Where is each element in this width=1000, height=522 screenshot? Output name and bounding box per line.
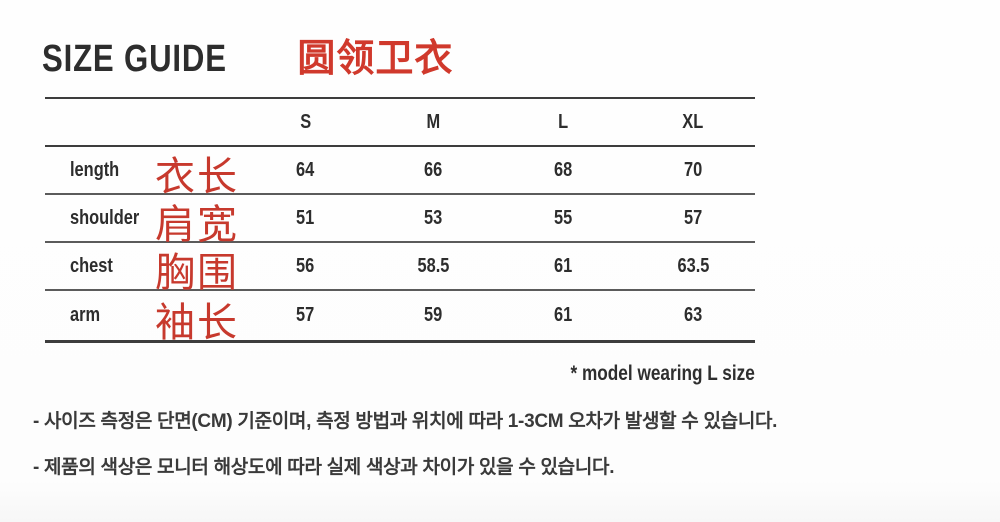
table-row-length: length 衣长 64 66 68 70 [45,147,755,197]
cell-value: 57 [683,206,703,229]
table-header-row: S M L XL [45,99,755,147]
cell-value: 61 [553,254,573,277]
cell-value: 68 [553,158,573,181]
shoulder-annotation-cn: 肩宽 [155,203,239,247]
cell-value: 64 [296,158,315,181]
model-size-footnote: * model wearing L size [570,362,755,385]
row-annotation: 衣长 [155,150,243,197]
page-title-chinese: 圆领卫衣 [297,38,454,80]
cell-value: 56 [296,254,315,277]
table-row-arm: arm 袖长 57 59 61 63 [45,291,755,343]
cell-value: 63.5 [677,254,709,277]
cell-value: 55 [553,206,573,229]
arm-annotation-cn: 袖长 [155,300,239,345]
cell-value: 63 [683,304,703,326]
disclaimer-measurement: - 사이즈 측정은 단면(CM) 기준이며, 측정 방법과 위치에 따라 1-3… [33,411,778,432]
cell-value: 66 [423,158,443,181]
disclaimer-color: - 제품의 색상은 모니터 해상도에 따라 실제 색상과 차이가 있을 수 있습… [33,457,615,478]
row-label: shoulder [70,206,140,229]
cell-value: 61 [553,304,573,326]
chest-annotation-cn: 胸围 [155,251,239,295]
title-row: SIZE GUIDE 圆领卫衣 [42,40,453,78]
row-annotation: 袖长 [155,296,243,343]
column-header-s: S [300,110,311,133]
size-table: S M L XL length 衣长 64 66 68 70 shoulder … [45,97,755,343]
length-annotation-cn: 衣长 [155,155,239,199]
cell-value: 70 [683,158,703,181]
table-row-chest: chest 胸围 56 58.5 61 63.5 [45,243,755,293]
cell-value: 58.5 [417,254,449,277]
cell-value: 53 [423,206,443,229]
cell-value: 59 [423,304,443,326]
column-header-xl: XL [682,110,704,133]
row-label: length [70,158,120,181]
row-label: chest [70,254,113,277]
page-title: SIZE GUIDE [42,38,227,80]
row-annotation: 肩宽 [155,198,243,245]
column-header-l: L [557,110,569,133]
column-header-m: M [426,110,440,133]
row-annotation: 胸围 [155,246,243,293]
row-label: arm [70,304,101,326]
table-row-shoulder: shoulder 肩宽 51 53 55 57 [45,195,755,245]
cell-value: 51 [296,206,315,229]
cell-value: 57 [296,304,315,326]
